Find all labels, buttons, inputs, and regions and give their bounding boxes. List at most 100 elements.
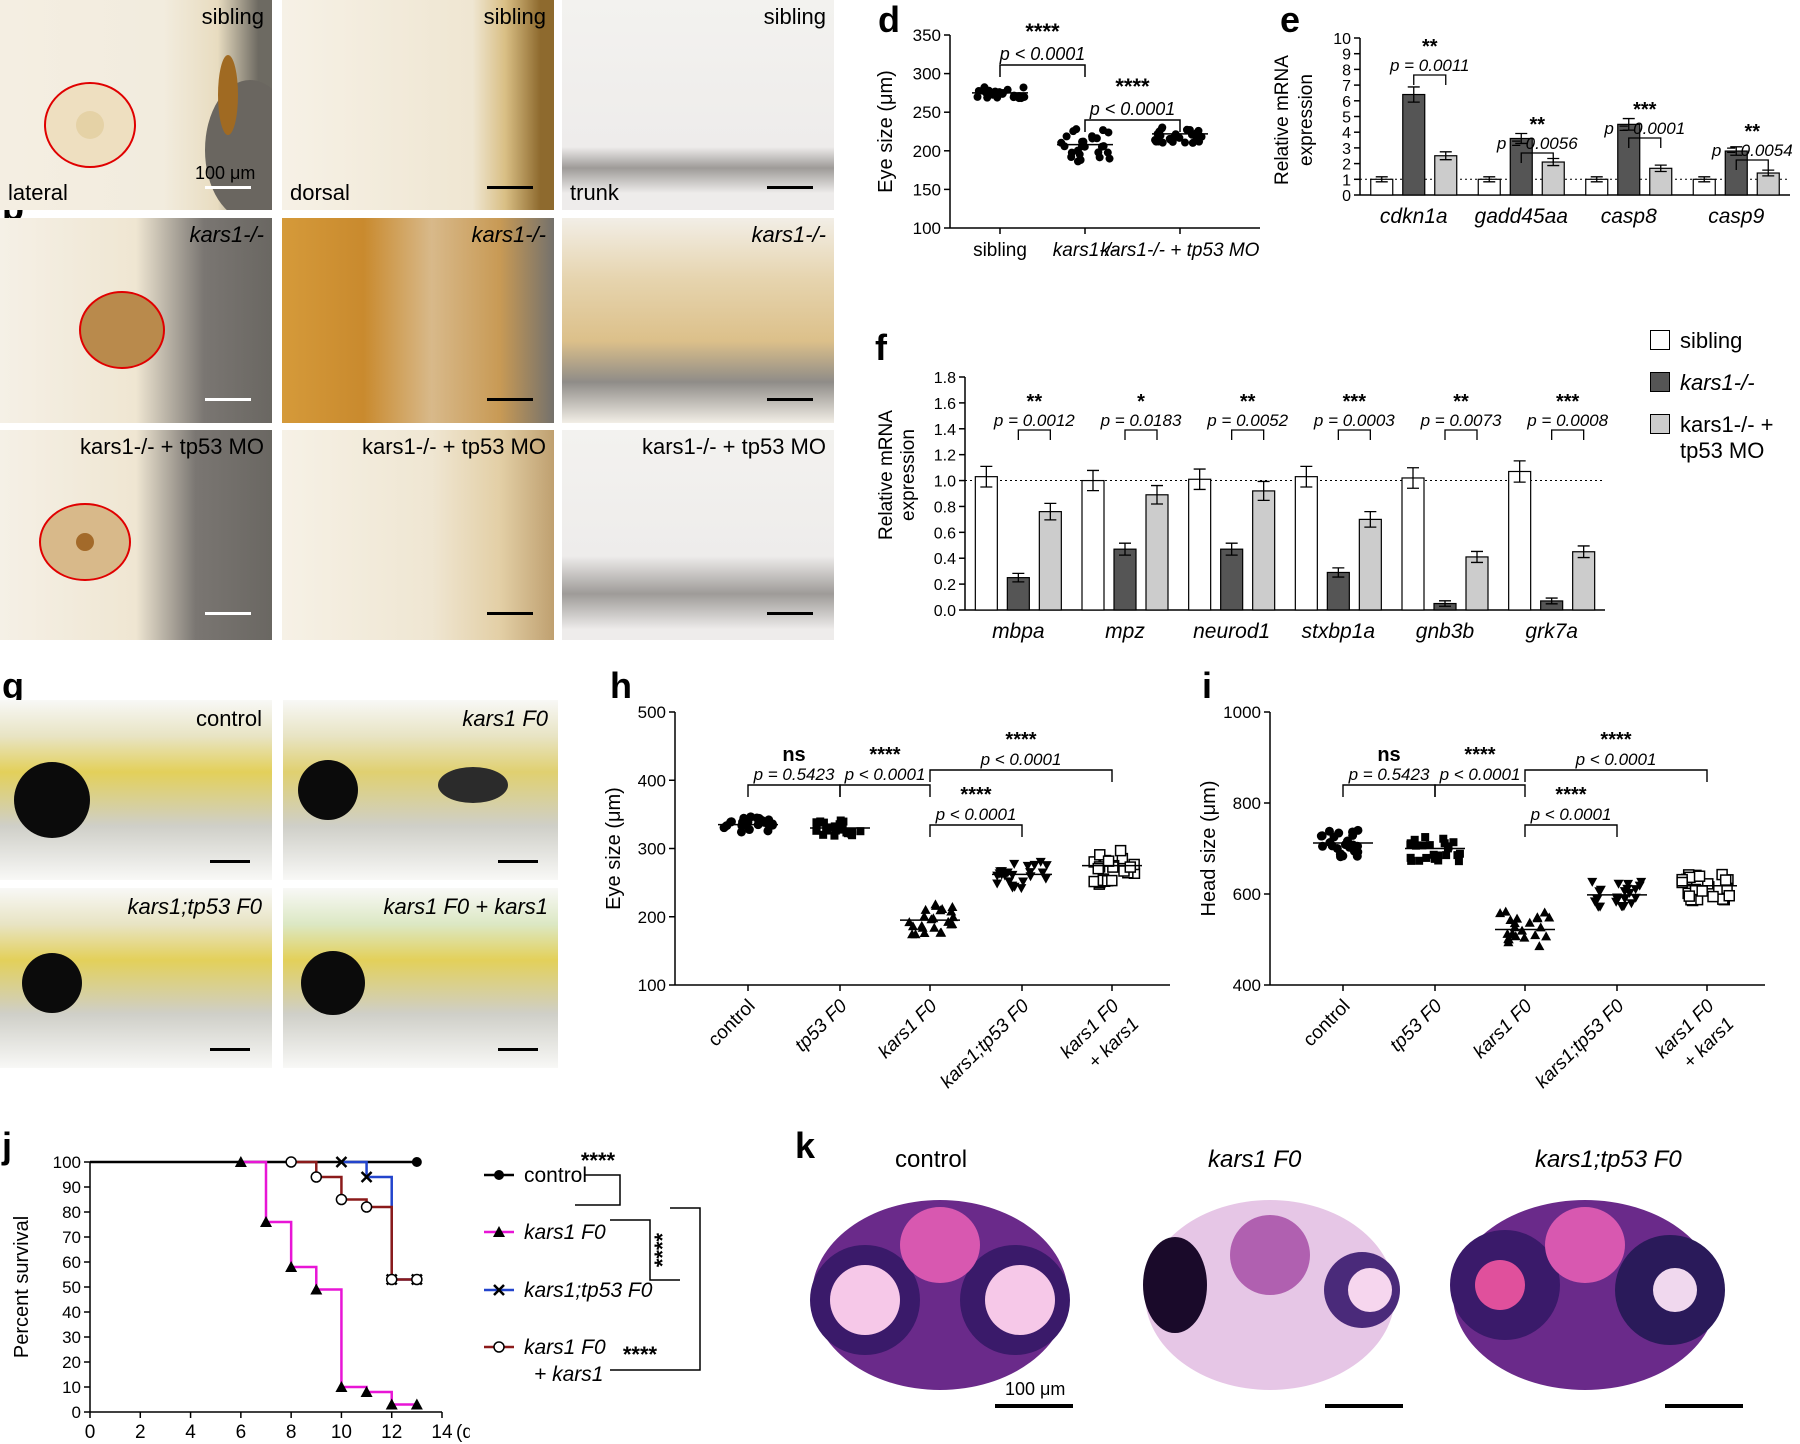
data-point — [1425, 841, 1434, 850]
significance-stars: *** — [1343, 391, 1367, 413]
x-tick-label: kars1 F0 — [1469, 995, 1536, 1062]
data-point — [744, 825, 754, 835]
label-kars1-f0: kars1 F0 — [462, 706, 548, 731]
bracket — [999, 64, 1086, 77]
y-tick-label: 7 — [1342, 78, 1351, 95]
x-tick-label: tp53 F0 — [1386, 995, 1447, 1056]
x-tick-label: control — [1299, 996, 1354, 1051]
data-point — [1444, 842, 1453, 851]
legend-label-sibling: sibling — [1680, 328, 1743, 353]
scale-bar — [205, 398, 251, 401]
y-tick-label: 1.8 — [934, 370, 956, 387]
y-tick-label: 200 — [638, 908, 666, 927]
bar — [1358, 518, 1382, 611]
data-point — [719, 823, 729, 833]
survival-line — [341, 1160, 417, 1281]
data-point — [1449, 838, 1458, 847]
x-tick-label: cdkn1a — [1380, 205, 1448, 228]
y-tick-label: 1.4 — [934, 422, 956, 439]
panel-letter-d: d — [878, 0, 900, 40]
photo-a-dorsal: sibling dorsal — [282, 0, 554, 210]
data-point — [856, 827, 865, 836]
p-value: p < 0.0001 — [935, 805, 1017, 824]
bracket — [610, 1219, 680, 1281]
data-point — [1335, 849, 1345, 859]
bracket — [1524, 824, 1618, 837]
photo-g-kars1-rescue: kars1 F0 + kars1 — [283, 888, 558, 1068]
y-axis-label: Percent survival — [11, 1216, 33, 1358]
error-bar — [1257, 480, 1270, 502]
error-bar — [1364, 510, 1377, 528]
y-tick-label: 90 — [62, 1178, 81, 1197]
x-tick-label: sibling — [973, 240, 1027, 261]
bracket — [1124, 429, 1158, 440]
data-point — [1421, 833, 1430, 842]
significance-stars: * — [1137, 391, 1145, 413]
scale-bar — [498, 860, 538, 863]
data-point — [904, 917, 915, 927]
y-tick-label: 2 — [1342, 157, 1351, 174]
data-point — [1069, 127, 1078, 136]
data-point — [1057, 138, 1066, 147]
photo-g-kars1-tp53: kars1;tp53 F0 — [0, 888, 272, 1068]
significance-stars: ** — [1240, 391, 1256, 413]
label-kars1-tp53: kars1-/- + tp53 MO — [361, 434, 546, 459]
eye-outline — [79, 291, 165, 369]
k-label-kars1-tp53: kars1;tp53 F0 — [1535, 1146, 1682, 1173]
significance-stars: *** — [1556, 391, 1580, 413]
significance-stars: ns — [782, 744, 805, 766]
data-point — [1181, 138, 1190, 147]
p-value: p = 0.0003 — [1313, 411, 1395, 430]
y-tick-label: 1.6 — [934, 396, 956, 413]
bracket — [575, 1174, 621, 1206]
significance-stars: **** — [1115, 74, 1150, 99]
bar — [1326, 571, 1350, 611]
legend-j: control kars1 F0 kars1;tp53 F0 kars1 F0 + ka… — [484, 1150, 701, 1386]
significance-stars: ** — [1529, 114, 1545, 136]
bracket — [1520, 152, 1554, 163]
data-point — [1507, 929, 1518, 939]
bracket — [929, 824, 1023, 837]
data-point — [1040, 874, 1051, 884]
y-tick-label: 0.6 — [934, 525, 956, 542]
bar — [974, 476, 998, 611]
x-tick-label: kars1-/- — [1053, 240, 1117, 261]
data-point — [1324, 826, 1334, 836]
data-point — [1723, 889, 1735, 902]
y-tick-label: 80 — [62, 1203, 81, 1222]
data-point — [1619, 894, 1630, 904]
scale-bar — [767, 612, 813, 615]
bar — [1401, 477, 1425, 611]
y-tick-label: 600 — [1233, 885, 1261, 904]
p-value: p = 0.0008 — [1526, 411, 1608, 430]
label-sibling: sibling — [763, 4, 826, 29]
legend-label: kars1 F0 — [524, 1336, 606, 1359]
bar — [1294, 476, 1318, 611]
y-tick-label: 100 — [638, 976, 666, 995]
x-tick-label: 6 — [236, 1422, 247, 1443]
data-point — [1073, 157, 1082, 166]
x-tick-label: casp9 — [1708, 205, 1764, 228]
p-value: p = 0.0054 — [1711, 141, 1793, 160]
bracket — [1413, 74, 1447, 85]
scale-bar — [205, 186, 251, 189]
data-point — [360, 1201, 373, 1213]
error-bar — [1044, 502, 1057, 521]
data-point — [1154, 137, 1163, 146]
data-point — [1106, 874, 1118, 887]
scale-bar — [487, 612, 533, 615]
error-bar — [1471, 550, 1483, 564]
data-point — [943, 916, 954, 926]
scale-bar — [487, 186, 533, 189]
error-bar — [1515, 132, 1528, 145]
p-value: p < 0.0001 — [980, 750, 1062, 769]
significance-stars: ns — [1377, 744, 1400, 766]
significance-stars: ** — [1453, 391, 1469, 413]
label-kars1: kars1-/- — [189, 222, 264, 247]
legend-label: control — [524, 1164, 587, 1187]
legend-label: + kars1 — [534, 1363, 603, 1386]
bracket — [1434, 784, 1526, 797]
panel-letter-h: h — [610, 665, 632, 706]
survival-line — [291, 1160, 417, 1281]
y-tick-label: 300 — [913, 65, 941, 84]
